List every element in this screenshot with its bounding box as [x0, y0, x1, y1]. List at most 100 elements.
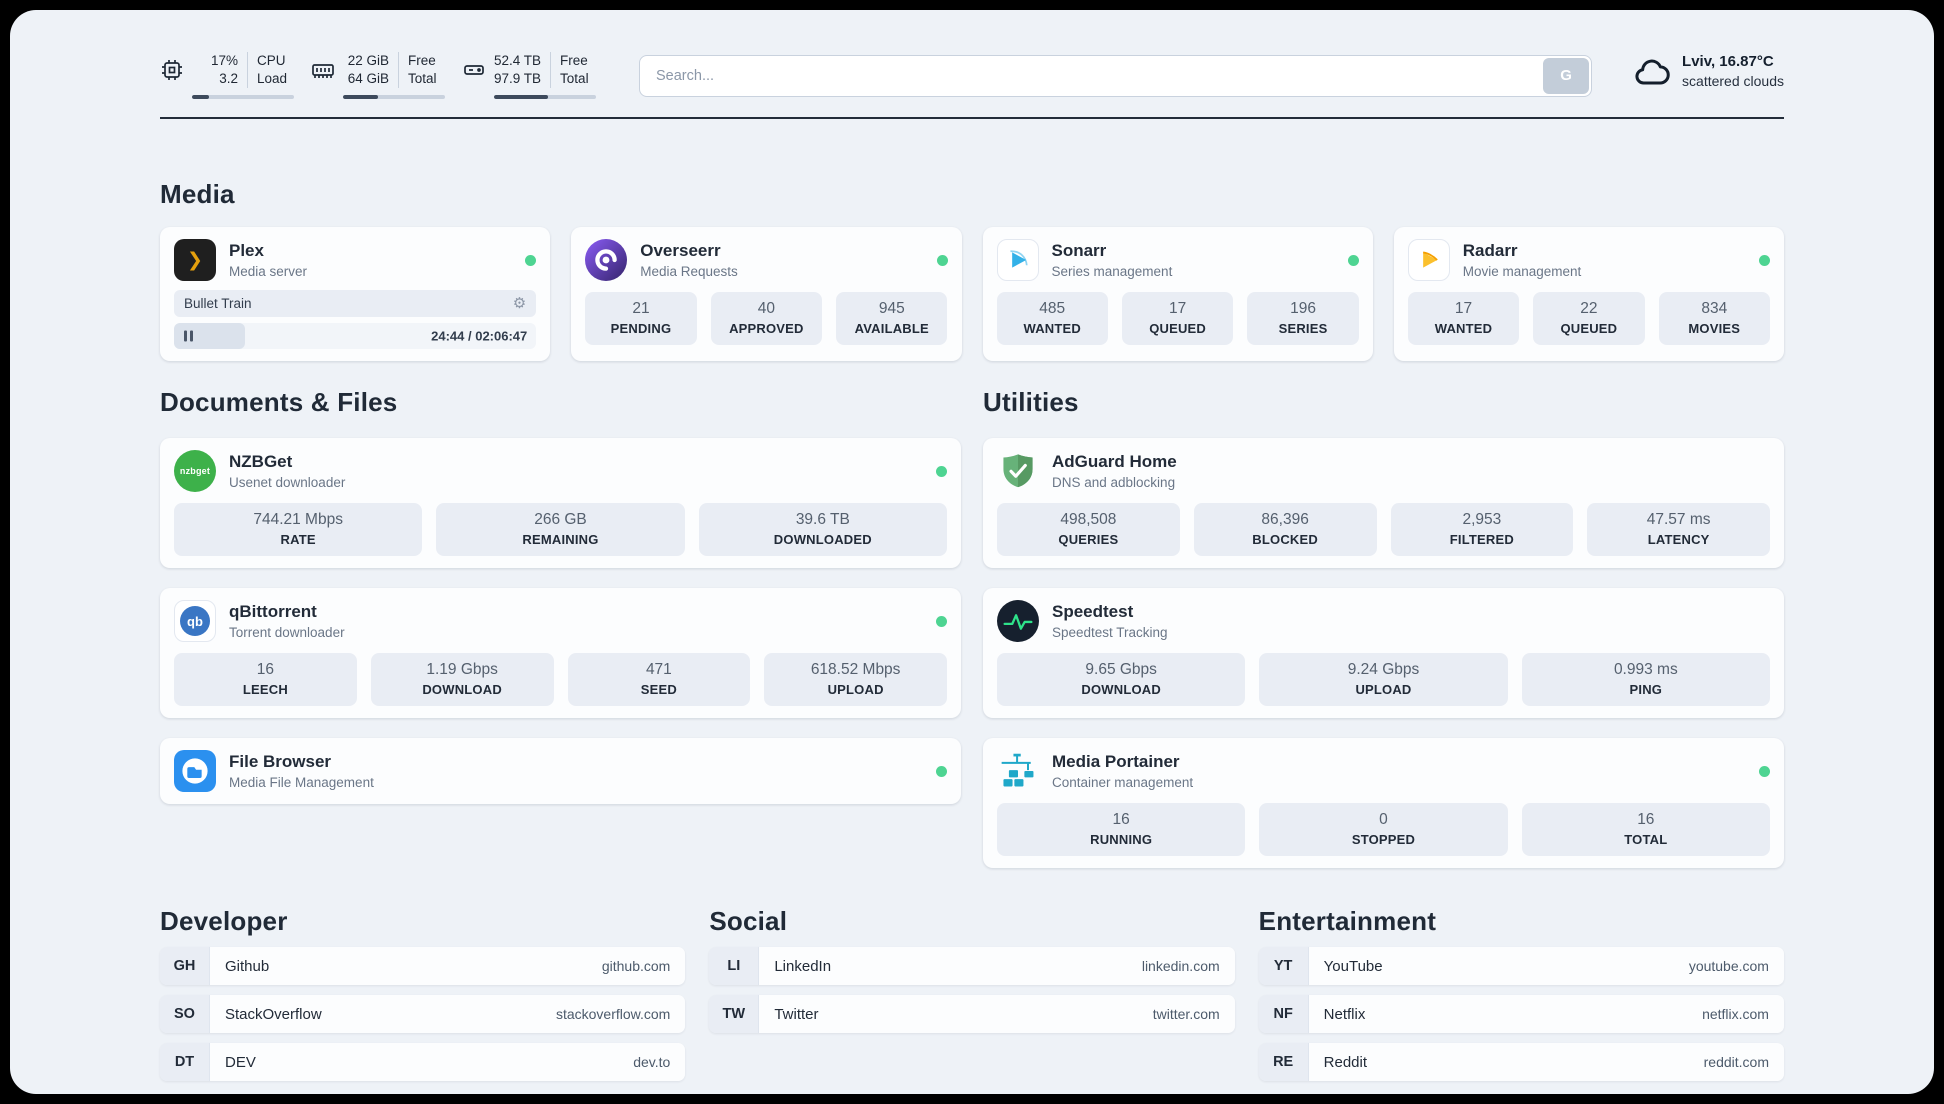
app-name: AdGuard Home: [1052, 452, 1177, 472]
app-name: NZBGet: [229, 452, 293, 472]
bookmark-url: youtube.com: [1688, 958, 1769, 975]
dashboard-panel: 17% 3.2 CPU Load 22 GiB: [10, 10, 1934, 1094]
overseerr-card[interactable]: Overseerr Media Requests 21 PENDING 40 APP…: [571, 227, 962, 362]
radarr-icon: [1407, 239, 1450, 282]
bookmark-youtube[interactable]: YT YouTube youtube.com: [1258, 947, 1784, 986]
disk-label-top: Free: [560, 53, 588, 68]
stat-queued: 17 QUEUED: [1121, 292, 1234, 346]
adguard-card[interactable]: AdGuard Home DNS and adblocking 498,508 Q…: [983, 438, 1784, 569]
stat-running: 16 RUNNING: [997, 803, 1246, 857]
bookmark-dev[interactable]: DT DEV dev.to: [160, 1043, 686, 1082]
disk-icon: [462, 58, 486, 82]
app-subtitle: Media Requests: [640, 264, 738, 280]
filebrowser-card[interactable]: File Browser Media File Management: [160, 738, 961, 805]
section-entertainment: Entertainment YT YouTube youtube.com NF N…: [1258, 906, 1784, 1082]
ram-label-top: Free: [408, 53, 436, 68]
disk-progress-track: [494, 95, 596, 100]
section-social: Social LI LinkedIn linkedin.com TW Twitte…: [709, 906, 1235, 1034]
section-title-documents: Documents & Files: [160, 387, 398, 418]
bookmark-netflix[interactable]: NF Netflix netflix.com: [1258, 995, 1784, 1034]
header-divider: [160, 117, 1784, 120]
bookmark-name: StackOverflow: [225, 1005, 322, 1023]
stat-movies: 834 MOVIES: [1658, 292, 1770, 346]
bookmark-url: netflix.com: [1702, 1006, 1769, 1023]
ram-icon: [311, 58, 335, 82]
section-utilities: Utilities AdGuard Home DNS and adblockin…: [983, 387, 1784, 869]
playback-time: 24:44 / 02:06:47: [431, 328, 528, 344]
stat-download: 9.65 Gbps DOWNLOAD: [997, 653, 1246, 707]
bookmark-stackoverflow[interactable]: SO StackOverflow stackoverflow.com: [160, 995, 686, 1034]
stat-approved: 40 APPROVED: [710, 292, 823, 346]
weather-location: Lviv, 16.87°C: [1682, 53, 1774, 71]
playback-seek-bar[interactable]: 24:44 / 02:06:47: [174, 323, 537, 350]
bookmark-abbr: LI: [709, 947, 760, 986]
cpu-icon: [160, 58, 184, 82]
stat-available: 945 AVAILABLE: [836, 292, 948, 346]
status-dot: [525, 254, 537, 266]
bookmark-abbr: TW: [709, 995, 760, 1034]
app-name: Plex: [229, 241, 264, 261]
nzbget-card[interactable]: nzbget NZBGet Usenet downloader 744.21 M…: [160, 438, 961, 569]
status-dot: [936, 765, 947, 777]
status-dot: [1347, 254, 1359, 266]
bookmark-name: Reddit: [1323, 1053, 1368, 1071]
app-subtitle: Torrent downloader: [229, 625, 345, 641]
overseerr-icon: [585, 239, 628, 282]
weather-condition: scattered clouds: [1682, 73, 1784, 90]
stat-upload: 9.24 Gbps UPLOAD: [1259, 653, 1508, 707]
section-title-utilities: Utilities: [983, 387, 1079, 418]
radarr-card[interactable]: Radarr Movie management 17 WANTED 22 QUEUE…: [1393, 227, 1784, 362]
cpu-widget: 17% 3.2 CPU Load: [160, 52, 294, 100]
search-bar: G: [639, 54, 1593, 97]
cpu-percent: 17%: [210, 53, 238, 68]
cpu-label-bottom: Load: [257, 71, 288, 87]
bookmark-twitter[interactable]: TW Twitter twitter.com: [709, 995, 1235, 1034]
plex-card[interactable]: ❯ Plex Media server Bullet Train ⚙: [160, 227, 551, 362]
sonarr-card[interactable]: Sonarr Series management 485 WANTED 17 QUE…: [982, 227, 1373, 362]
stat-download: 1.19 Gbps DOWNLOAD: [370, 653, 554, 707]
section-title-social: Social: [709, 906, 788, 937]
ram-label-bottom: Total: [408, 71, 437, 87]
gear-icon[interactable]: ⚙: [512, 295, 527, 313]
bookmark-name: DEV: [225, 1053, 256, 1071]
search-engine-button[interactable]: G: [1543, 57, 1590, 94]
bookmark-abbr: NF: [1258, 995, 1309, 1034]
bookmark-name: Netflix: [1323, 1005, 1366, 1023]
app-subtitle: Container management: [1052, 775, 1194, 791]
sonarr-icon: [996, 239, 1039, 282]
speedtest-icon: [997, 600, 1039, 643]
disk-widget: 52.4 TB 97.9 TB Free Total: [462, 52, 596, 100]
disk-progress-fill: [494, 95, 549, 100]
cpu-progress-fill: [192, 95, 210, 100]
section-media: Media ❯ Plex Media server Bullet Train: [160, 179, 1784, 362]
section-documents: Documents & Files nzbget NZBGet Usenet d…: [160, 387, 961, 805]
stat-pending: 21 PENDING: [585, 292, 697, 346]
bookmark-url: linkedin.com: [1141, 958, 1220, 975]
app-name: Radarr: [1462, 241, 1518, 261]
app-name: Speedtest: [1052, 602, 1134, 622]
bookmark-github[interactable]: GH Github github.com: [160, 947, 686, 986]
ram-progress-fill: [343, 95, 378, 100]
qbittorrent-card[interactable]: qb qBittorrent Torrent downloader 16 LEEC…: [160, 588, 961, 719]
cloud-icon: [1632, 53, 1672, 98]
top-bar: 17% 3.2 CPU Load 22 GiB: [160, 10, 1784, 100]
bookmark-linkedin[interactable]: LI LinkedIn linkedin.com: [709, 947, 1235, 986]
bookmark-reddit[interactable]: RE Reddit reddit.com: [1258, 1043, 1784, 1082]
stat-total: 16 TOTAL: [1521, 803, 1770, 857]
stat-seed: 471 SEED: [567, 653, 751, 707]
bookmark-url: dev.to: [633, 1054, 671, 1071]
app-subtitle: DNS and adblocking: [1052, 475, 1176, 491]
speedtest-card[interactable]: Speedtest Speedtest Tracking 9.65 Gbps DO…: [983, 588, 1784, 719]
pause-icon[interactable]: [184, 330, 193, 342]
app-subtitle: Movie management: [1462, 264, 1582, 280]
now-playing-title: Bullet Train: [184, 296, 252, 312]
portainer-card[interactable]: Media Portainer Container management 16 R…: [983, 738, 1784, 869]
app-subtitle: Speedtest Tracking: [1052, 625, 1168, 641]
status-dot: [1759, 254, 1770, 266]
app-subtitle: Media server: [229, 264, 308, 280]
bookmark-abbr: RE: [1258, 1043, 1309, 1082]
search-input[interactable]: [639, 54, 1593, 97]
section-title-developer: Developer: [160, 906, 288, 937]
stat-filtered: 2,953 FILTERED: [1390, 503, 1574, 557]
stat-downloaded: 39.6 TB DOWNLOADED: [698, 503, 947, 557]
